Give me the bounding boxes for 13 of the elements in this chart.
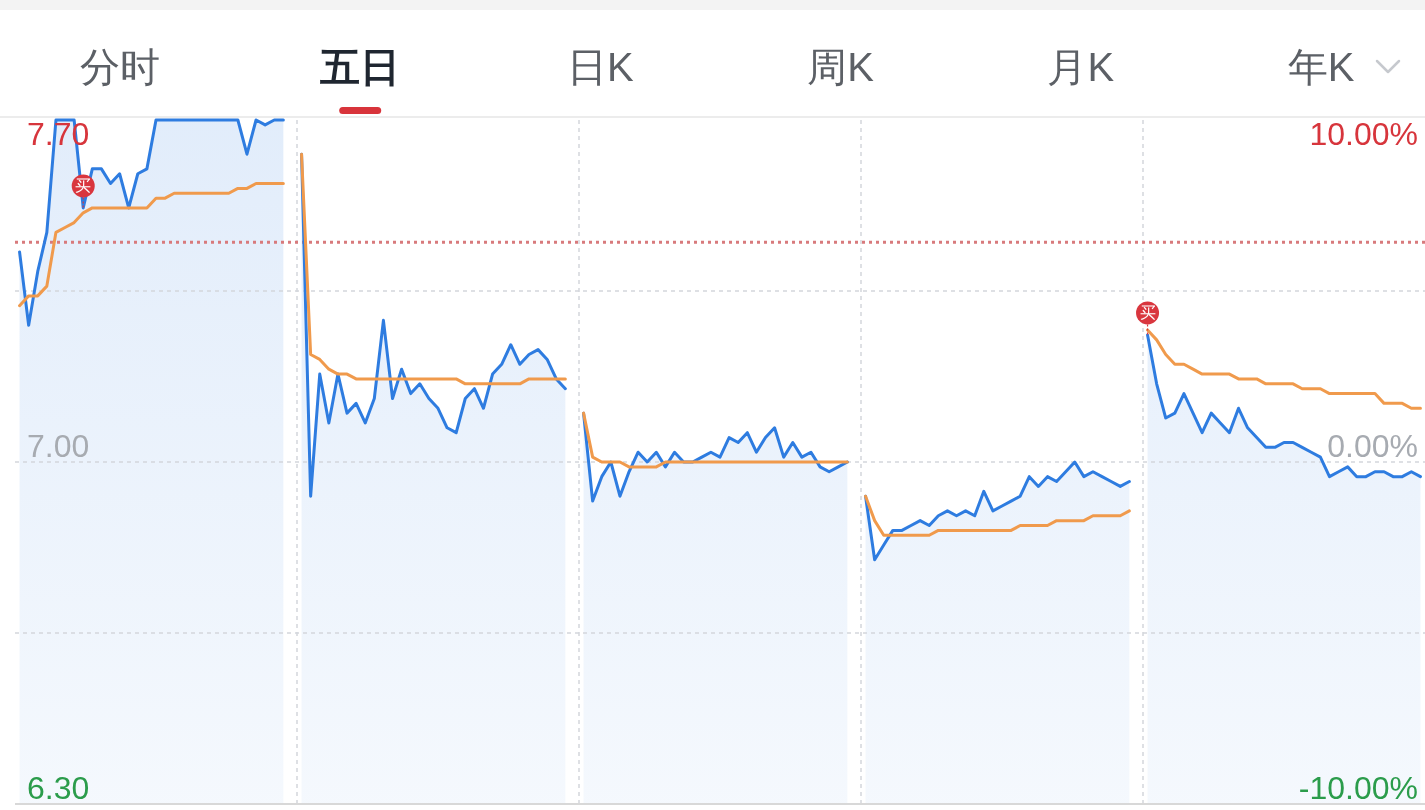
- chart-title: 五日: [319, 45, 401, 89]
- text: 年K: [1287, 45, 1355, 89]
- y2-tick-label: 10.00%: [1309, 116, 1418, 152]
- y2-tick-label: 0.00%: [1327, 428, 1418, 464]
- text: 日K: [567, 45, 635, 89]
- data-label: 买: [1139, 304, 1156, 322]
- text: 周K: [807, 45, 875, 89]
- y2-tick-label: -10.00%: [1298, 770, 1418, 806]
- text: 分时: [80, 45, 160, 89]
- data-label: 买: [75, 177, 92, 195]
- text: 月K: [1047, 45, 1115, 89]
- y-tick-label: 7.00: [27, 428, 90, 464]
- y-tick-label: 6.30: [27, 770, 90, 806]
